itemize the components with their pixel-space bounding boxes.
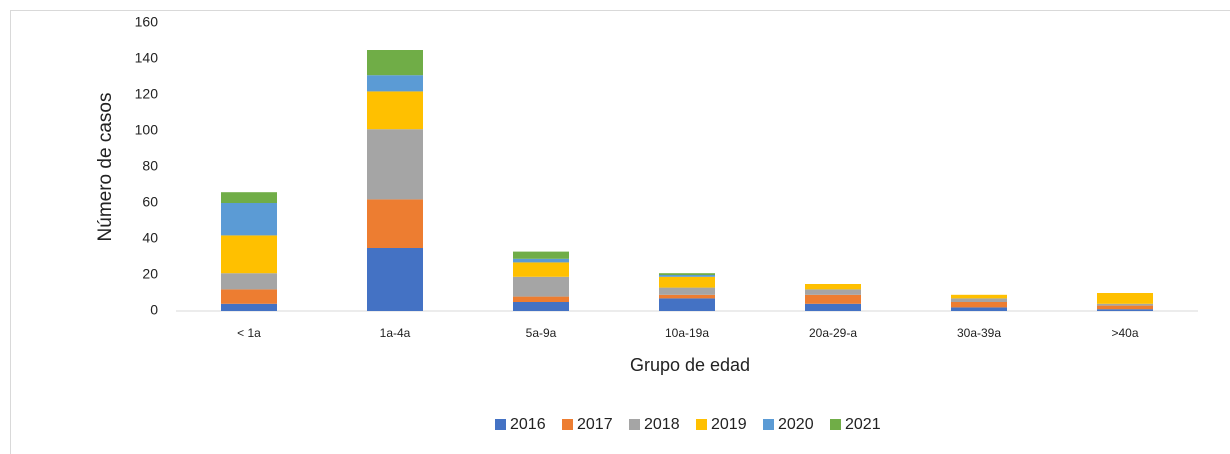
legend-swatch xyxy=(629,419,640,430)
chart-border xyxy=(10,10,1230,454)
bar-segment xyxy=(659,273,715,275)
bar-segment xyxy=(367,129,423,200)
bar-segment xyxy=(659,294,715,299)
bar-segment xyxy=(513,302,569,311)
legend-swatch xyxy=(495,419,506,430)
y-tick-label: 160 xyxy=(135,14,159,30)
bar-segment xyxy=(805,289,861,295)
bar-segment xyxy=(221,303,277,311)
y-tick-label: 100 xyxy=(135,122,159,138)
legend-swatch xyxy=(763,419,774,430)
x-tick-label: 5a-9a xyxy=(526,326,557,340)
bar-segment xyxy=(1097,293,1153,304)
bar-segment xyxy=(659,276,715,288)
bar-segment xyxy=(805,294,861,304)
bar-segment xyxy=(513,258,569,263)
bar-segment xyxy=(805,284,861,290)
legend-label: 2021 xyxy=(845,416,881,433)
bar-segment xyxy=(805,303,861,311)
y-tick-label: 20 xyxy=(142,266,158,282)
bar-segment xyxy=(367,248,423,311)
bar-segment xyxy=(659,287,715,295)
bar-segment xyxy=(221,273,277,290)
y-tick-label: 120 xyxy=(135,86,159,102)
bar-segment xyxy=(367,91,423,130)
x-tick-label: >40a xyxy=(1111,326,1138,340)
y-tick-label: 0 xyxy=(150,302,158,318)
x-tick-label: 10a-19a xyxy=(665,326,709,340)
x-tick-label: 20a-29-a xyxy=(809,326,857,340)
legend-label: 2017 xyxy=(577,416,613,433)
bar-segment xyxy=(367,75,423,92)
legend-label: 2020 xyxy=(778,416,814,433)
bar-segment xyxy=(513,251,569,259)
legend-swatch xyxy=(830,419,841,430)
legend-label: 2016 xyxy=(510,416,546,433)
bar-segment xyxy=(951,294,1007,299)
legend-label: 2018 xyxy=(644,416,680,433)
bar-segment xyxy=(221,203,277,236)
x-tick-label: < 1a xyxy=(237,326,261,340)
bar-segment xyxy=(659,298,715,311)
x-tick-label: 1a-4a xyxy=(380,326,411,340)
legend-label: 2019 xyxy=(711,416,747,433)
bar-segment xyxy=(951,302,1007,308)
bar-segment xyxy=(513,296,569,302)
bar-segment xyxy=(951,298,1007,302)
bar-segment xyxy=(367,50,423,76)
bar-segment xyxy=(367,199,423,248)
y-axis-title: Número de casos xyxy=(95,93,116,242)
bar-segment xyxy=(1097,303,1153,306)
bar-segment xyxy=(513,276,569,297)
bar-segment xyxy=(659,275,715,277)
bar-segment xyxy=(1097,305,1153,310)
y-tick-label: 60 xyxy=(142,194,158,210)
y-tick-label: 140 xyxy=(135,50,159,66)
y-tick-label: 80 xyxy=(142,158,158,174)
bar-segment xyxy=(221,192,277,203)
bar-segment xyxy=(221,289,277,304)
y-tick-label: 40 xyxy=(142,230,158,246)
legend-swatch xyxy=(562,419,573,430)
x-axis-title: Grupo de edad xyxy=(630,355,750,375)
bar-segment xyxy=(513,262,569,277)
legend-swatch xyxy=(696,419,707,430)
bar-segment xyxy=(951,307,1007,311)
x-tick-label: 30a-39a xyxy=(957,326,1001,340)
bar-segment xyxy=(1097,309,1153,311)
bar-segment xyxy=(221,235,277,274)
